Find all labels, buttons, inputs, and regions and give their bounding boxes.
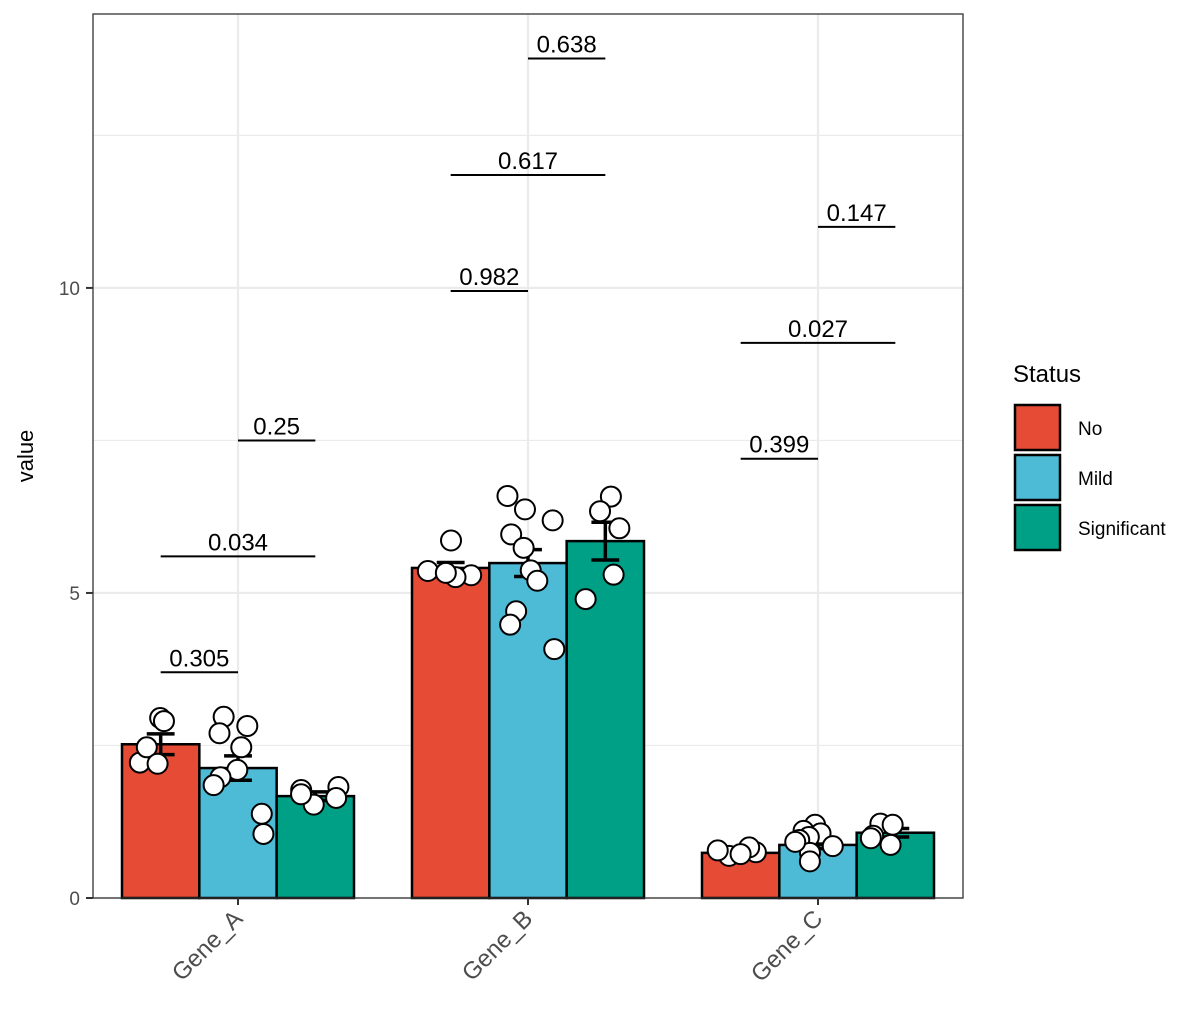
data-point-Gene_B-Mild [543, 638, 566, 661]
data-point-Gene_C-No [706, 839, 729, 862]
data-point-Gene_B-No [440, 529, 463, 552]
data-point-Gene_B-Significant [602, 563, 625, 586]
legend-label: No [1078, 419, 1102, 440]
data-point-Gene_C-Mild [798, 850, 821, 873]
legend: Status No Mild Significant [1013, 361, 1166, 552]
data-point-Gene_B-Mild [513, 498, 536, 521]
pvalue-label: 0.638 [537, 32, 597, 59]
legend-title: Status [1013, 361, 1081, 388]
legend-key-no [1013, 403, 1062, 452]
data-point-Gene_B-Mild [496, 484, 519, 507]
data-point-Gene_C-Significant [879, 833, 902, 856]
data-point-Gene_A-Mild [202, 774, 225, 797]
pvalue-bracket: 0.305 [160, 645, 238, 674]
data-point-Gene_A-Significant [290, 783, 313, 806]
x-tick-label: Gene_B [457, 905, 538, 986]
pvalue-label: 0.305 [169, 645, 229, 672]
pvalue-bracket: 0.399 [740, 432, 818, 460]
x-tick-label: Gene_A [167, 905, 248, 986]
data-point-Gene_C-Mild [821, 835, 844, 858]
pvalue-label: 0.982 [459, 264, 519, 291]
data-point-Gene_A-Mild [252, 822, 275, 845]
legend-label: Mild [1078, 469, 1113, 490]
data-point-Gene_C-Significant [881, 813, 904, 836]
pvalue-label: 0.147 [827, 200, 887, 227]
data-point-Gene_B-No [416, 559, 439, 582]
data-point-Gene_A-Mild [236, 714, 259, 737]
pvalue-label: 0.399 [749, 432, 809, 459]
bar-Gene_B-No [410, 566, 491, 900]
data-point-Gene_B-Mild [499, 613, 522, 636]
pvalue-bracket: 0.638 [528, 32, 606, 60]
pvalue-bracket: 0.034 [160, 529, 316, 558]
data-point-Gene_B-Significant [599, 485, 622, 508]
data-point-Gene_A-Significant [325, 786, 348, 809]
data-point-Gene_B-Significant [608, 517, 631, 540]
data-point-Gene_B-Mild [541, 509, 564, 532]
y-axis-title: value [13, 430, 38, 483]
data-point-Gene_B-Mild [512, 536, 535, 559]
data-point-Gene_A-Mild [208, 722, 231, 745]
pvalue-bracket: 0.147 [818, 200, 896, 228]
pvalue-bracket: 0.617 [450, 148, 606, 177]
data-point-Gene_B-Significant [589, 500, 612, 523]
data-point-Gene_B-No [434, 561, 457, 584]
legend-item-mild: Mild [1013, 453, 1113, 502]
y-tick-label: 0 [69, 889, 80, 910]
data-point-Gene_B-Significant [574, 588, 597, 611]
data-point-Gene_B-Mild [526, 569, 549, 592]
legend-label: Significant [1078, 519, 1166, 540]
data-point-Gene_C-Mild [784, 830, 807, 853]
y-tick-label: 5 [69, 584, 80, 605]
x-tick-label: Gene_C [746, 905, 828, 987]
x-axis: Gene_A Gene_B Gene_C [167, 898, 828, 987]
pvalue-label: 0.617 [498, 148, 558, 175]
data-points [128, 484, 904, 873]
legend-key-mild [1013, 453, 1062, 502]
pvalue-label: 0.027 [788, 316, 848, 343]
legend-item-significant: Significant [1013, 503, 1166, 552]
data-point-Gene_C-Significant [859, 827, 882, 850]
y-axis: 0 5 10 [59, 279, 93, 910]
legend-item-no: No [1013, 403, 1102, 452]
pvalue-bracket: 0.982 [450, 264, 528, 292]
data-point-Gene_A-No [152, 710, 175, 733]
pvalue-label: 0.25 [253, 413, 300, 440]
pvalue-bracket: 0.25 [238, 413, 316, 442]
pvalue-label: 0.034 [208, 529, 268, 556]
data-point-Gene_A-Mild [250, 802, 273, 825]
data-point-Gene_A-No [146, 752, 169, 775]
data-point-Gene_A-Mild [230, 736, 253, 759]
legend-key-significant [1013, 503, 1062, 552]
data-point-Gene_C-No [729, 843, 752, 866]
y-tick-label: 10 [59, 279, 80, 300]
pvalue-bracket: 0.027 [740, 316, 896, 344]
bar-Gene_B-Mild [488, 561, 568, 900]
pvalue-annotations: 0.305 0.034 0.25 0.982 0.617 0.638 0.399 0.027 0… [160, 32, 896, 674]
data-point-Gene_B-Mild [500, 523, 523, 546]
data-point-Gene_A-No [135, 736, 158, 759]
